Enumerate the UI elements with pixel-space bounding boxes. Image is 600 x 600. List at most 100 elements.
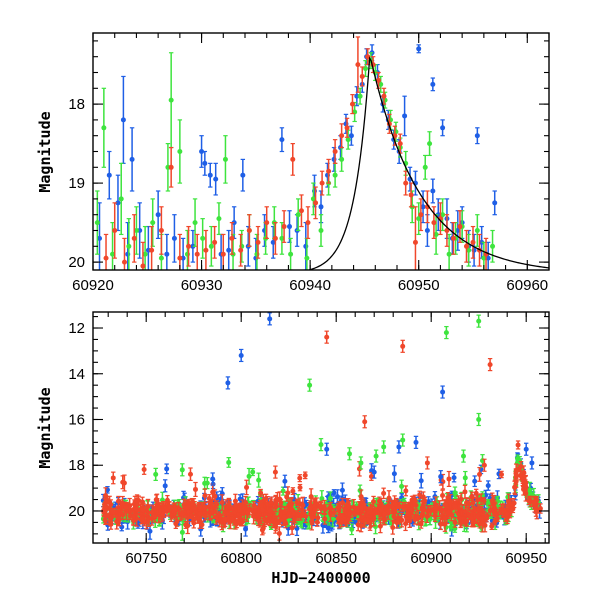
data-point [133,228,139,233]
red-point [431,206,437,239]
data-point [179,529,185,535]
blue-point [451,472,457,483]
data-point [433,231,439,237]
data-point [365,54,371,60]
green-point [466,233,472,267]
data-point [279,137,285,143]
data-point [376,77,382,83]
data-point [207,172,213,178]
data-point [485,483,491,489]
green-point [142,225,148,270]
data-point [204,480,210,486]
data-point [212,239,218,245]
data-point [339,487,345,493]
data-point [332,172,338,178]
data-point [279,235,285,241]
green-point [94,190,100,255]
red-point [168,146,174,188]
data-point [168,97,174,103]
red-point [298,194,304,228]
blue-point [474,127,480,145]
red-point [186,225,192,267]
data-point [192,220,198,226]
green-point [177,119,183,184]
data-point [397,141,403,147]
data-point [305,220,311,226]
data-point [474,133,480,139]
green-point [250,468,256,477]
green-point [288,237,294,270]
green-point [222,135,228,184]
red-point [450,222,456,255]
green-point [204,477,210,490]
data-point [149,247,155,253]
data-point [112,228,118,233]
data-point [349,101,355,107]
data-point [402,113,408,119]
data-point [451,475,457,481]
data-point [272,235,278,241]
data-point [264,220,270,226]
data-point [240,172,246,178]
red-point [131,214,137,263]
data-point [158,228,164,233]
data-point [418,478,424,484]
data-point [255,239,261,245]
blue-point [240,158,246,192]
data-point [106,172,112,178]
data-point [344,125,350,131]
data-point [290,156,296,162]
data-point [444,228,450,233]
data-point [331,490,337,496]
data-point [155,212,161,218]
data-point [453,492,459,498]
green-point [345,129,351,150]
red-point [272,222,278,255]
green-point [378,75,384,93]
red-point [359,66,365,87]
green-point [280,486,286,496]
green-point [427,131,433,157]
x-tick-label: 60930 [181,277,223,294]
data-point [186,243,192,249]
data-point [292,517,298,523]
data-point [168,164,174,170]
red-point [140,241,146,270]
red-point [255,225,261,259]
data-point [412,239,418,245]
data-point [126,243,132,249]
data-point [250,469,256,475]
red-point [305,206,311,239]
blue-point [171,214,177,263]
green-point [515,454,521,463]
data-point [430,188,436,194]
blue-point [129,127,135,192]
blue-point [120,75,126,164]
red-point [158,206,164,255]
model-curve [306,56,549,270]
blue-point [213,162,219,196]
data-point [463,243,469,249]
data-point [288,251,294,257]
blue-point [412,170,418,196]
data-point [118,196,124,202]
blue-point [492,190,498,216]
data-point [202,160,208,166]
red-point [418,198,424,232]
data-point [226,247,232,253]
data-point [270,239,276,245]
green-point [357,87,363,105]
data-point [339,156,345,162]
data-point [378,81,384,87]
data-point [420,204,426,210]
red-point [229,222,235,255]
blue-point [485,480,491,491]
data-point [318,204,324,210]
data-point [298,208,304,214]
data-point [110,251,116,257]
data-point [455,228,461,233]
top-frame [92,32,550,271]
data-point [200,235,206,241]
red-point [470,225,476,259]
